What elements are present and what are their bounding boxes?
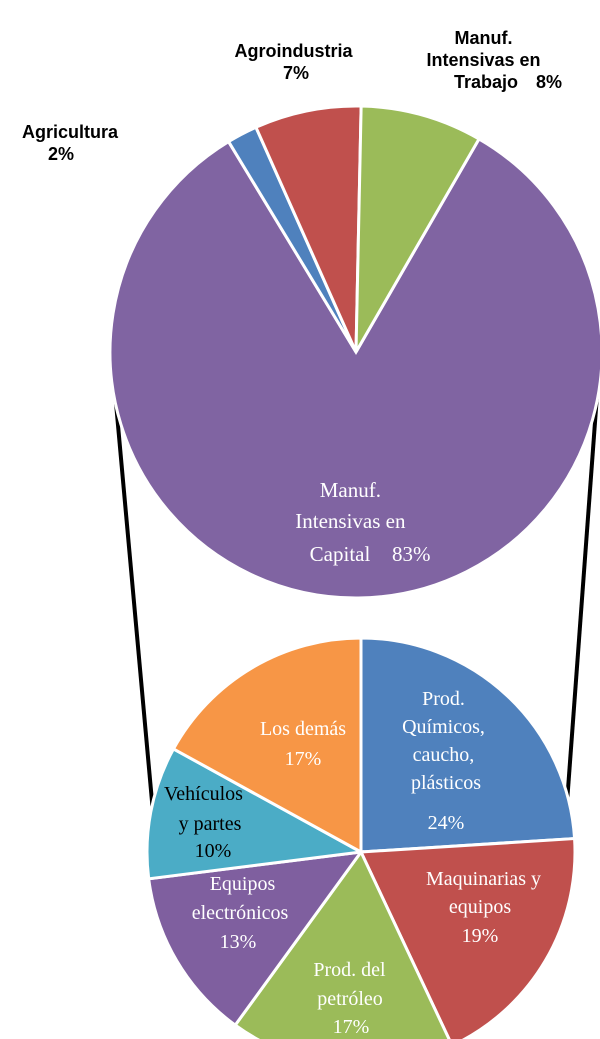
top-label-agricultura-value: 2% — [48, 144, 74, 164]
top-label-trabajo-value: 8% — [536, 72, 562, 92]
top-label-trabajo-name-2: Intensivas en — [426, 50, 540, 70]
bottom-label-maquinarias-value: 19% — [462, 925, 499, 947]
top-label-capital-name-2: Intensivas en — [295, 509, 406, 533]
top-label-trabajo-name-3: Trabajo — [454, 72, 518, 92]
bottom-label-vehiculos-value: 10% — [195, 840, 232, 862]
bottom-label-demas: Los demás — [260, 718, 346, 740]
top-label-agroindustria: Agroindustria 7% — [234, 41, 357, 83]
top-label-capital-name-3: Capital — [310, 542, 371, 566]
bottom-label-petroleo-value: 17% — [333, 1016, 370, 1038]
top-label-agricultura: Agricultura 2% — [22, 122, 123, 164]
top-label-agricultura-name: Agricultura — [22, 122, 119, 142]
top-label-agroindustria-value: 7% — [283, 63, 309, 83]
top-label-agroindustria-name: Agroindustria — [234, 41, 353, 61]
bottom-label-demas-value: 17% — [285, 748, 322, 770]
top-label-capital-name-1: Manuf. — [320, 478, 381, 502]
top-label-trabajo: Manuf. Intensivas en Trabajo — [426, 28, 545, 92]
bottom-label-quimicos-value: 24% — [428, 812, 465, 834]
bottom-label-electronicos-value: 13% — [220, 931, 257, 953]
top-label-trabajo-name-1: Manuf. — [454, 28, 512, 48]
bottom-label-demas-name: Los demás — [260, 718, 346, 740]
top-label-capital-value: 83% — [392, 542, 431, 566]
